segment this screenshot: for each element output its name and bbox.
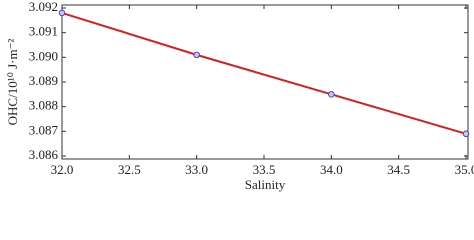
x-tick-label: 34.5 [387,162,410,177]
x-tick-label: 32.5 [118,162,141,177]
data-point [58,9,66,17]
y-tick-label: 3.089 [29,73,58,88]
y-tick-label: 3.086 [29,147,59,162]
y-tick-label: 3.092 [29,0,58,14]
data-point [328,91,335,98]
data-line [61,11,467,135]
x-axis-label: Salinity [245,177,286,192]
x-tick-label: 33.0 [185,162,208,177]
data-point [462,130,470,138]
y-tick-label: 3.087 [29,122,59,137]
chart: Salinity OHC/10¹⁰ J·m⁻² 3.086 3.087 3.088 3… [5,0,474,192]
y-axis-label: OHC/10¹⁰ J·m⁻² [5,39,20,126]
page: {"chart_data": {"type": "line", "x_label… [4,0,474,192]
x-tick-label: 34.0 [320,162,343,177]
x-tick-label: 32.0 [51,162,74,177]
data-point [193,51,200,59]
x-tick-label: 35.0 [455,162,474,177]
y-tick-label: 3.088 [29,98,58,113]
plot-frame [61,4,469,160]
y-tick-label: 3.090 [29,48,58,63]
y-tick-label: 3.091 [29,24,58,39]
x-tick-label: 33.5 [253,162,276,177]
